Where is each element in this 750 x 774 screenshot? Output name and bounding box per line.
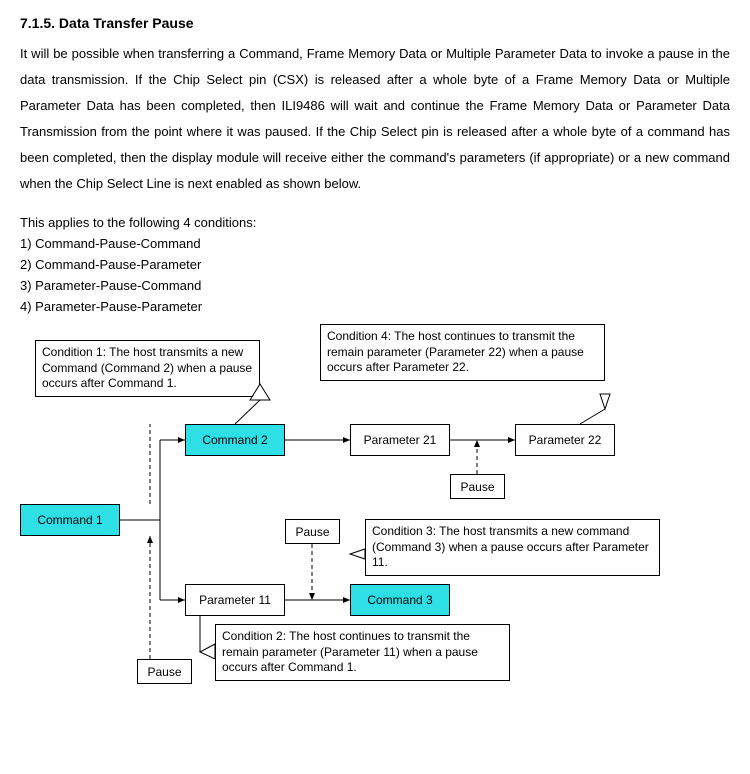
- condition-3: 3) Parameter-Pause-Command: [20, 278, 730, 293]
- node-command3: Command 3: [350, 584, 450, 616]
- callout-condition-3: Condition 3: The host transmits a new co…: [365, 519, 660, 576]
- node-label: Parameter 11: [199, 593, 271, 607]
- node-label: Pause: [295, 525, 329, 539]
- node-label: Parameter 21: [364, 433, 437, 447]
- node-parameter22: Parameter 22: [515, 424, 615, 456]
- node-command1: Command 1: [20, 504, 120, 536]
- callout-condition-4: Condition 4: The host continues to trans…: [320, 324, 605, 381]
- flow-diagram: Condition 1: The host transmits a new Co…: [20, 324, 730, 724]
- node-label: Pause: [460, 480, 494, 494]
- node-command2: Command 2: [185, 424, 285, 456]
- node-pause-top: Pause: [450, 474, 505, 499]
- condition-1: 1) Command-Pause-Command: [20, 236, 730, 251]
- node-label: Command 3: [367, 593, 432, 607]
- condition-2: 2) Command-Pause-Parameter: [20, 257, 730, 272]
- node-pause-mid: Pause: [285, 519, 340, 544]
- callout-text: Condition 3: The host transmits a new co…: [372, 524, 649, 569]
- node-label: Command 2: [202, 433, 267, 447]
- node-pause-bottom: Pause: [137, 659, 192, 684]
- conditions-intro: This applies to the following 4 conditio…: [20, 215, 730, 230]
- node-parameter21: Parameter 21: [350, 424, 450, 456]
- callout-text: Condition 2: The host continues to trans…: [222, 629, 478, 674]
- callout-condition-1: Condition 1: The host transmits a new Co…: [35, 340, 260, 397]
- callout-text: Condition 4: The host continues to trans…: [327, 329, 584, 374]
- condition-4: 4) Parameter-Pause-Parameter: [20, 299, 730, 314]
- node-label: Parameter 22: [529, 433, 602, 447]
- section-heading: 7.1.5. Data Transfer Pause: [20, 15, 730, 31]
- body-paragraph: It will be possible when transferring a …: [20, 41, 730, 197]
- callout-text: Condition 1: The host transmits a new Co…: [42, 345, 252, 390]
- node-parameter11: Parameter 11: [185, 584, 285, 616]
- node-label: Pause: [147, 665, 181, 679]
- callout-condition-2: Condition 2: The host continues to trans…: [215, 624, 510, 681]
- node-label: Command 1: [37, 513, 102, 527]
